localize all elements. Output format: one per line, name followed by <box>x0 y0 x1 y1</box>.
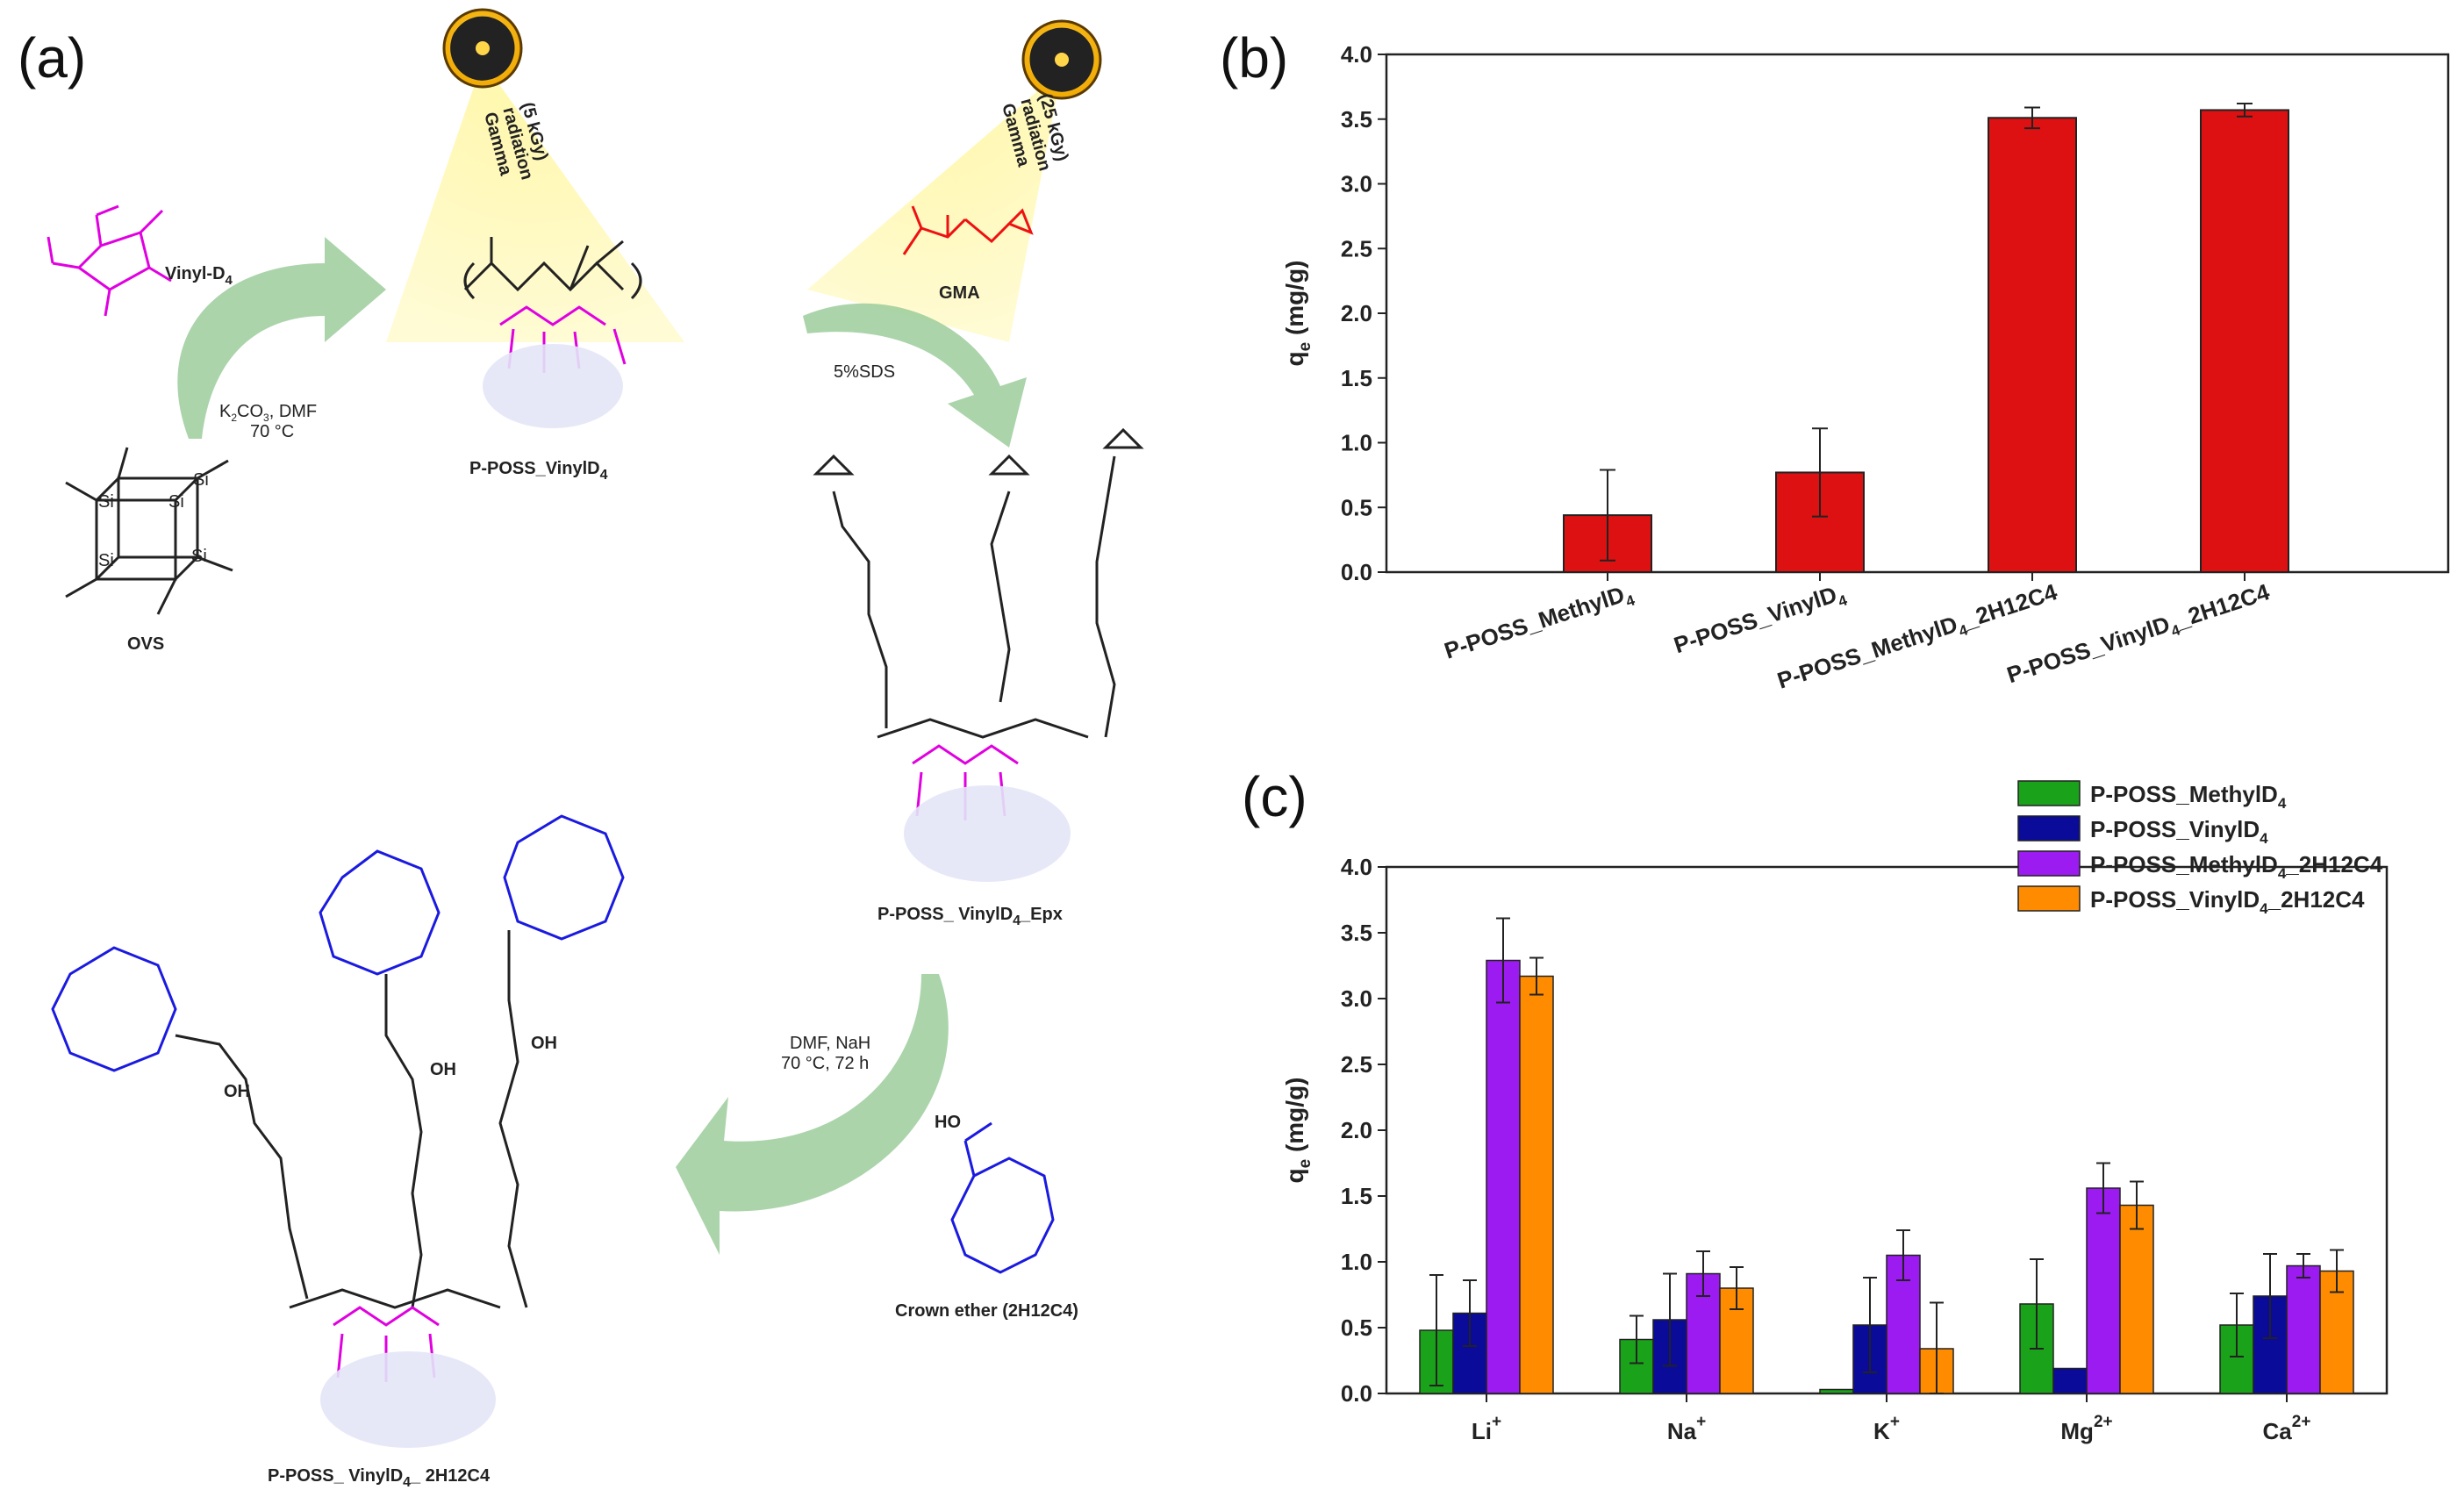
c-y-tick-label: 3.5 <box>1341 920 1372 946</box>
c-y-tick-label: 1.5 <box>1341 1183 1372 1209</box>
ovs-structure <box>65 447 233 615</box>
chart-c: (c) 0.0 0.5 1.0 1.5 2.0 2.5 3.0 3.5 4.0 qe (mg/g)… <box>1242 765 2389 1444</box>
b-y-tick-label: 1.0 <box>1341 430 1372 456</box>
condition-1-line2: 70 °C <box>250 422 294 441</box>
b-y-tick-label: 4.0 <box>1341 41 1372 68</box>
product-3-label: P-POSS_ VinylD4_ 2H12C4 <box>268 1466 491 1490</box>
si-atom-label: Si <box>193 470 209 490</box>
product-1-structure <box>463 237 642 300</box>
panel-label-a: (a) <box>18 26 86 90</box>
vinyl-d4-label: Vinyl-D4 <box>165 264 233 288</box>
c-x-tick-label: Li+ <box>1472 1413 1501 1444</box>
reaction-arrow-2 <box>803 303 1027 448</box>
product-2-label: P-POSS_ VinylD4_Epx <box>877 905 1063 928</box>
gma-label: GMA <box>939 283 980 303</box>
c-bar <box>1519 975 1554 1394</box>
c-legend-label: P-POSS_VinylD4 <box>2090 816 2268 847</box>
sds-label: 5%SDS <box>834 362 895 382</box>
gamma-label-1: Gamma radiation (5 kGy) <box>480 100 551 182</box>
c-legend-label: P-POSS_MethylD4_2H12C4 <box>2090 851 2383 882</box>
c-legend-swatch <box>2017 815 2081 842</box>
c-y-tick-label: 0.0 <box>1341 1380 1372 1407</box>
c-bar <box>1486 959 1521 1394</box>
b-y-tick-label: 0.5 <box>1341 494 1372 520</box>
c-y-tick-label: 1.0 <box>1341 1249 1372 1275</box>
nanoparticle-2 <box>904 785 1071 882</box>
c-bar <box>2286 1264 2321 1394</box>
c-legend-label: P-POSS_VinylD4_2H12C4 <box>2090 886 2365 917</box>
condition-2-line2: 70 °C, 72 h <box>781 1054 869 1073</box>
b-y-axis-title: qe (mg/g) <box>1281 261 1314 367</box>
c-bar <box>2119 1204 2154 1394</box>
vinyl-d4-structure <box>47 204 172 317</box>
c-legend-swatch <box>2017 780 2081 806</box>
condition-1-line1: K2CO3, DMF <box>219 402 317 424</box>
reaction-arrow-3 <box>676 974 949 1255</box>
ho-label: HO <box>935 1113 961 1132</box>
product-3-crowns <box>51 814 625 1072</box>
c-y-tick-label: 2.5 <box>1341 1051 1372 1078</box>
b-y-tick-label: 0.0 <box>1341 559 1372 585</box>
si-atom-label: Si <box>98 551 114 570</box>
c-bar <box>2086 1187 2121 1394</box>
nanoparticle-3 <box>320 1351 496 1448</box>
c-y-tick-label: 2.0 <box>1341 1117 1372 1143</box>
crown-ether-label: Crown ether (2H12C4) <box>895 1301 1078 1321</box>
b-y-tick-label: 1.5 <box>1341 365 1372 391</box>
b-x-tick-label: P-POSS_MethylD4 <box>1441 578 1637 668</box>
c-legend-swatch <box>2017 885 2081 912</box>
c-legend-label: P-POSS_MethylD4 <box>2090 781 2287 812</box>
si-atom-label: Si <box>98 492 114 512</box>
c-y-tick-label: 4.0 <box>1341 854 1372 880</box>
c-bar <box>2052 1367 2088 1394</box>
plot-area-b: 0.0 0.5 1.0 1.5 2.0 2.5 3.0 3.5 4.0 qe (mg/g) P-PO… <box>1281 41 2450 694</box>
b-y-tick-label: 2.5 <box>1341 235 1372 261</box>
gamma-beam-2 <box>807 70 1062 342</box>
b-bar <box>2200 109 2289 574</box>
radiation-icon <box>442 8 523 89</box>
crown-ether-structure <box>950 1121 1055 1274</box>
c-y-tick-label: 3.0 <box>1341 985 1372 1012</box>
c-y-axis-title: qe (mg/g) <box>1281 1078 1314 1184</box>
b-x-tick-label: P-POSS_VinylD4 <box>1671 578 1850 663</box>
condition-2-line1: DMF, NaH <box>790 1034 870 1053</box>
oh-label: OH <box>531 1034 557 1053</box>
c-y-tick-label: 0.5 <box>1341 1314 1372 1341</box>
ovs-label: OVS <box>127 634 164 654</box>
nanoparticle-1 <box>483 344 623 428</box>
gamma-beam-1 <box>386 61 684 342</box>
panel-label-c: (c) <box>1242 765 1307 828</box>
b-bar <box>1988 117 2077 573</box>
oh-label: OH <box>430 1060 456 1079</box>
gma-structure <box>902 205 1034 255</box>
chart-b: (b) 0.0 0.5 1.0 1.5 2.0 2.5 3.0 3.5 4.0 qe (mg/g)… <box>1220 26 2450 694</box>
c-bar <box>1819 1388 1854 1394</box>
reaction-scheme: (a) Gamma radiation (5 kGy) Gamma radiat… <box>18 8 1144 1490</box>
product-1-label: P-POSS_VinylD4 <box>469 459 608 483</box>
b-plot-frame <box>1385 53 2450 574</box>
c-x-tick-label: Mg2+ <box>2060 1413 2112 1444</box>
b-y-tick-label: 2.0 <box>1341 300 1372 326</box>
c-x-tick-label: K+ <box>1873 1413 1900 1444</box>
c-legend-swatch <box>2017 850 2081 877</box>
c-x-tick-label: Na+ <box>1667 1413 1706 1444</box>
panel-label-b: (b) <box>1220 26 1288 90</box>
si-atom-label: Si <box>168 492 184 512</box>
oh-label: OH <box>224 1082 250 1101</box>
c-x-tick-label: Ca2+ <box>2263 1413 2311 1444</box>
b-y-tick-label: 3.0 <box>1341 171 1372 197</box>
si-atom-label: Si <box>191 547 207 566</box>
radiation-icon <box>1021 19 1102 100</box>
product-3-chains <box>175 930 528 1309</box>
reaction-arrow-1 <box>177 237 386 439</box>
plot-area-c: 0.0 0.5 1.0 1.5 2.0 2.5 3.0 3.5 4.0 qe (mg/g) Li+ N… <box>1281 780 2389 1444</box>
b-y-tick-label: 3.5 <box>1341 106 1372 133</box>
product-2-structure <box>813 427 1144 739</box>
